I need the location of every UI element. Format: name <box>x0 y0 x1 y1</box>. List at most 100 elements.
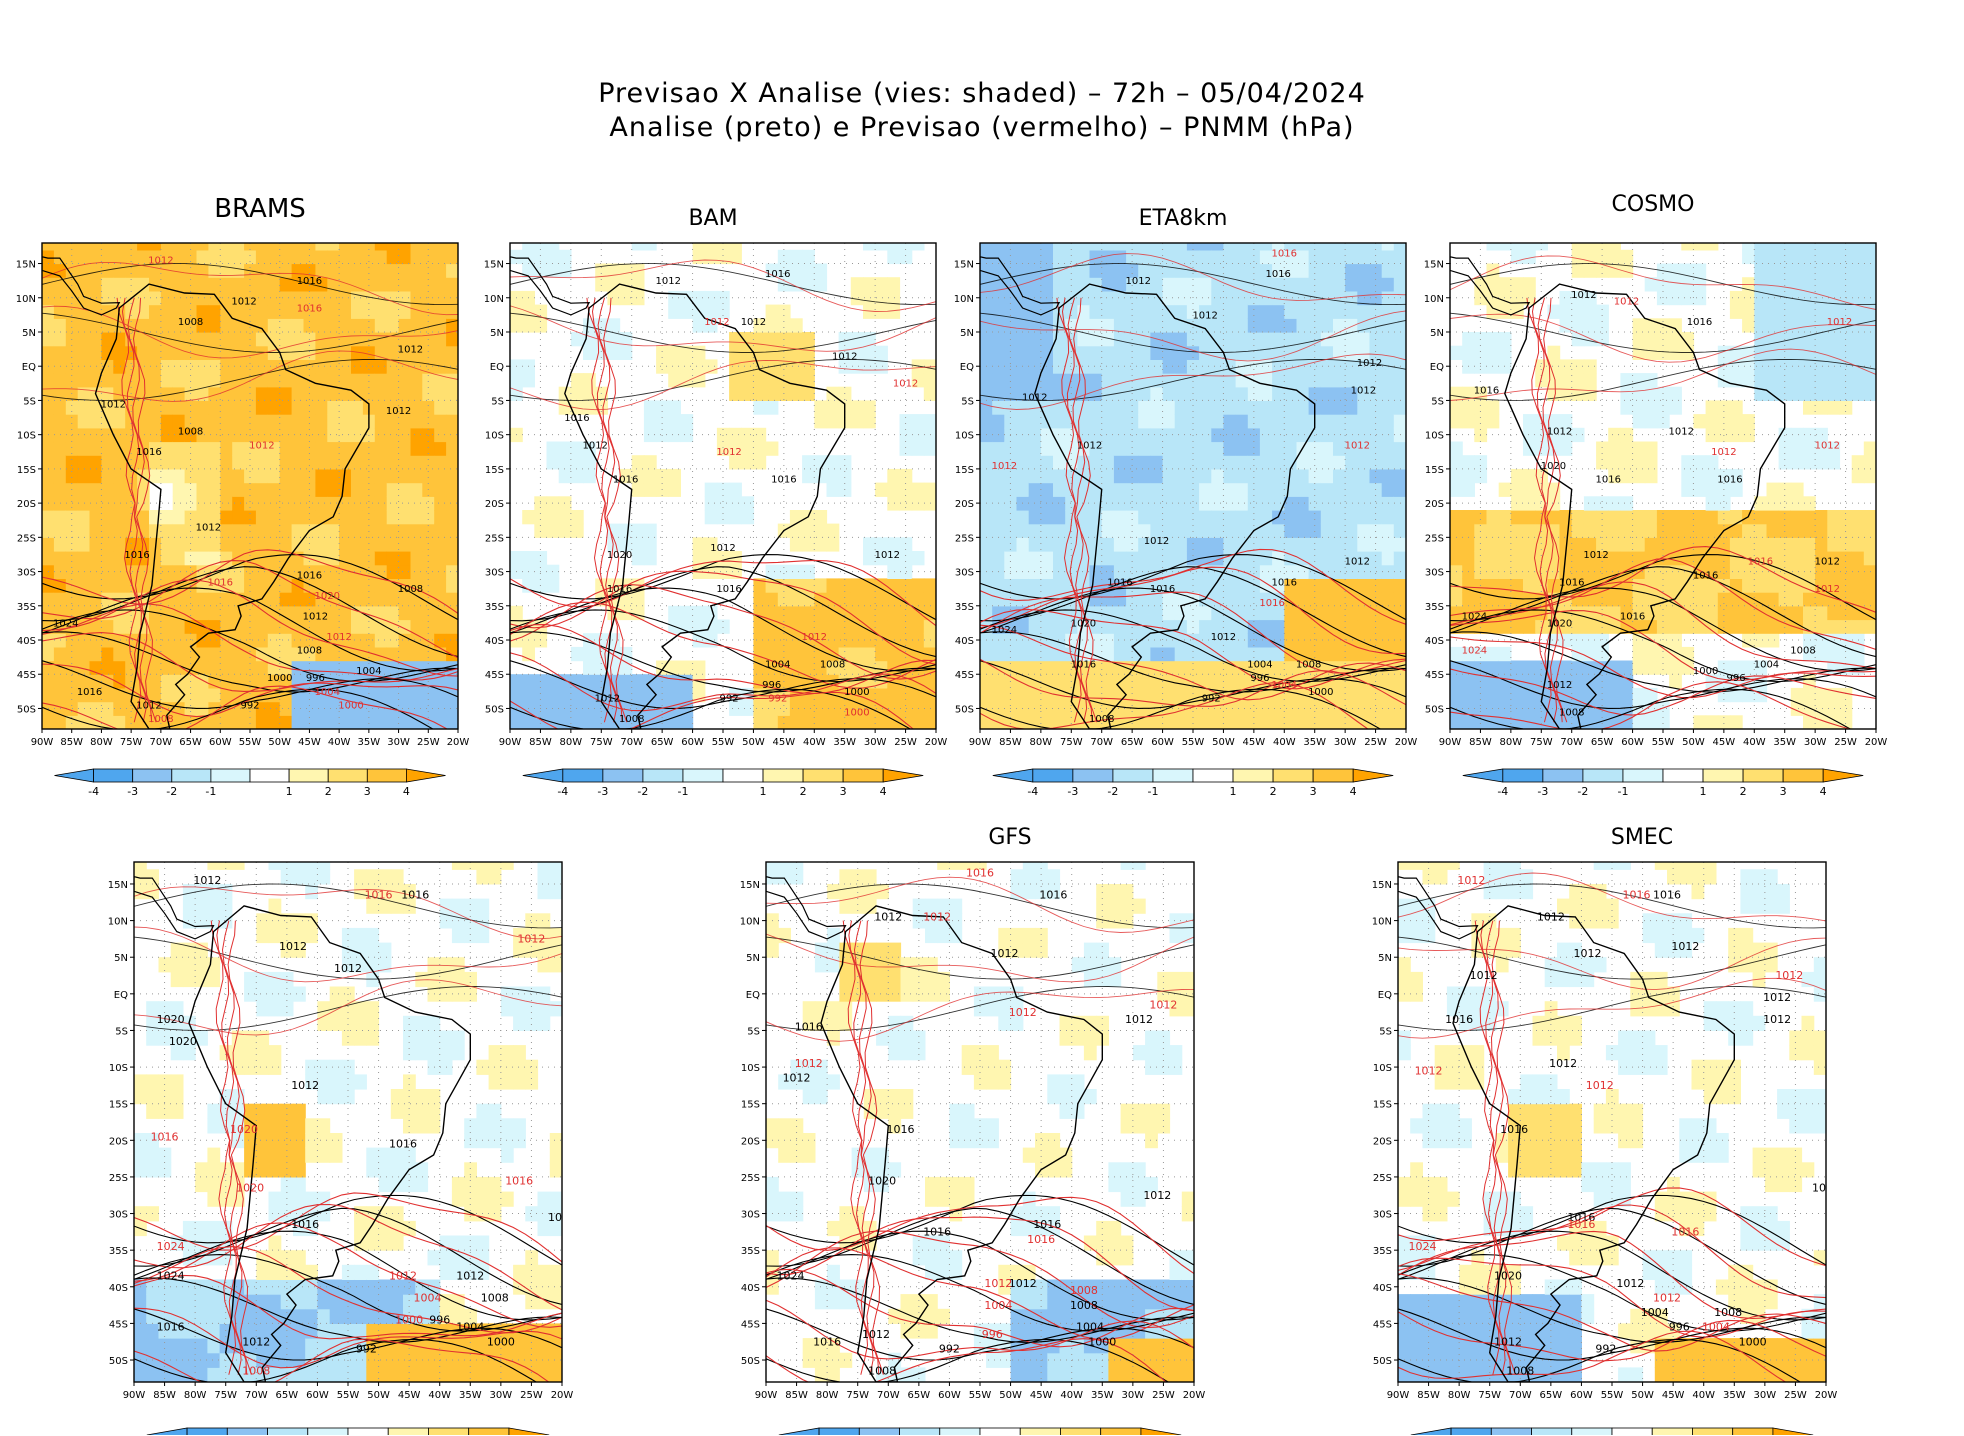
bias-cell <box>668 345 681 360</box>
bias-cell <box>1369 537 1383 552</box>
bias-cell <box>992 510 1005 525</box>
bias-cell <box>244 1162 257 1178</box>
bias-cell <box>113 243 126 251</box>
bias-cell <box>398 243 412 251</box>
bias-cell <box>291 427 305 443</box>
bias-cell <box>1681 646 1695 662</box>
isobar-label: 1012 <box>326 632 351 643</box>
bias-cell <box>220 537 233 552</box>
bias-cell <box>291 318 305 333</box>
bias-cell <box>656 427 669 443</box>
bias-cell <box>232 510 245 525</box>
bias-cell <box>1571 304 1585 319</box>
bias-cell <box>1742 359 1755 374</box>
bias-cell <box>267 332 281 347</box>
bias-cell <box>113 564 126 579</box>
bias-cell <box>1669 619 1682 634</box>
bias-cell <box>1004 249 1018 265</box>
bias-cell <box>777 633 791 648</box>
bias-cell <box>146 1074 159 1090</box>
bias-cell <box>1644 510 1658 525</box>
bias-cell <box>1596 441 1609 456</box>
bias-cell <box>1040 674 1054 689</box>
bias-cell <box>170 1074 184 1090</box>
bias-cell <box>1632 701 1646 716</box>
bias-cell <box>303 564 316 579</box>
colorbar-segment <box>602 768 644 783</box>
bias-cell <box>1369 441 1383 456</box>
bias-cell <box>101 373 114 388</box>
bias-cell <box>113 646 126 662</box>
bias-cell <box>1199 510 1212 525</box>
bias-cell <box>1369 345 1383 360</box>
bias-cell <box>1345 564 1358 579</box>
bias-cell <box>101 441 114 456</box>
bias-cell <box>125 523 138 538</box>
bias-cell <box>1450 400 1463 415</box>
bias-cell <box>446 455 458 470</box>
bias-cell <box>1211 537 1225 552</box>
bias-cell <box>65 373 79 388</box>
bias-cell <box>256 1250 270 1266</box>
bias-cell <box>446 414 458 429</box>
bias-cell <box>434 427 447 443</box>
bias-cell <box>172 605 186 621</box>
colorbar-label: -3 <box>1067 785 1078 798</box>
isobar-label: 1012 <box>1144 536 1169 547</box>
bias-cell <box>101 564 114 579</box>
bias-cell <box>1393 660 1406 675</box>
bias-cell <box>220 277 233 292</box>
bias-cell <box>1474 646 1488 662</box>
bias-cell <box>1717 510 1731 525</box>
bias-cell <box>1357 564 1371 579</box>
bias-cell <box>446 249 458 265</box>
bias-cell <box>255 537 269 552</box>
bias-cell <box>1571 427 1585 443</box>
bias-cell <box>1717 564 1731 579</box>
bias-cell <box>1644 551 1658 566</box>
bias-cell <box>1656 345 1670 360</box>
bias-cell <box>196 468 209 484</box>
bias-cell <box>1089 523 1103 538</box>
bias-cell <box>1450 455 1463 470</box>
bias-cell <box>1523 578 1536 593</box>
bias-cell <box>293 869 306 885</box>
bias-cell <box>339 605 352 621</box>
bias-cell <box>339 263 352 278</box>
bias-cell <box>1693 523 1707 538</box>
bias-cell <box>656 359 669 374</box>
bias-cell <box>134 1074 147 1090</box>
bias-cell <box>1839 277 1853 292</box>
bias-cell <box>1766 510 1780 525</box>
bias-cell <box>826 468 840 484</box>
bias-cell <box>1608 687 1621 703</box>
bias-cell <box>1272 304 1285 319</box>
bias-cell <box>291 468 305 484</box>
bias-cell <box>134 1367 147 1382</box>
bias-cell <box>158 1338 172 1354</box>
bias-cell <box>980 687 993 703</box>
bias-cell <box>1754 359 1768 374</box>
bias-cell <box>172 468 186 484</box>
colorbar-label: 2 <box>1270 785 1277 798</box>
bias-cell <box>268 1059 282 1075</box>
bias-cell <box>1790 605 1804 621</box>
bias-cell <box>267 318 281 333</box>
bias-cell <box>172 455 186 470</box>
bias-cell <box>77 318 91 333</box>
bias-cell <box>1284 482 1298 497</box>
colorbar-segment <box>132 768 173 783</box>
bias-cell <box>1644 400 1658 415</box>
bias-cell <box>101 646 114 662</box>
bias-cell <box>362 290 376 306</box>
bias-cell <box>303 605 316 621</box>
bias-cell <box>244 701 257 716</box>
panel-title: COSMO <box>1611 192 1695 217</box>
bias-cell <box>1016 523 1030 538</box>
bias-cell <box>220 687 233 703</box>
bias-cell <box>208 359 221 374</box>
bias-cell <box>1851 551 1865 566</box>
bias-cell <box>1053 359 1066 374</box>
bias-cell <box>1186 646 1200 662</box>
bias-cell <box>315 687 328 703</box>
